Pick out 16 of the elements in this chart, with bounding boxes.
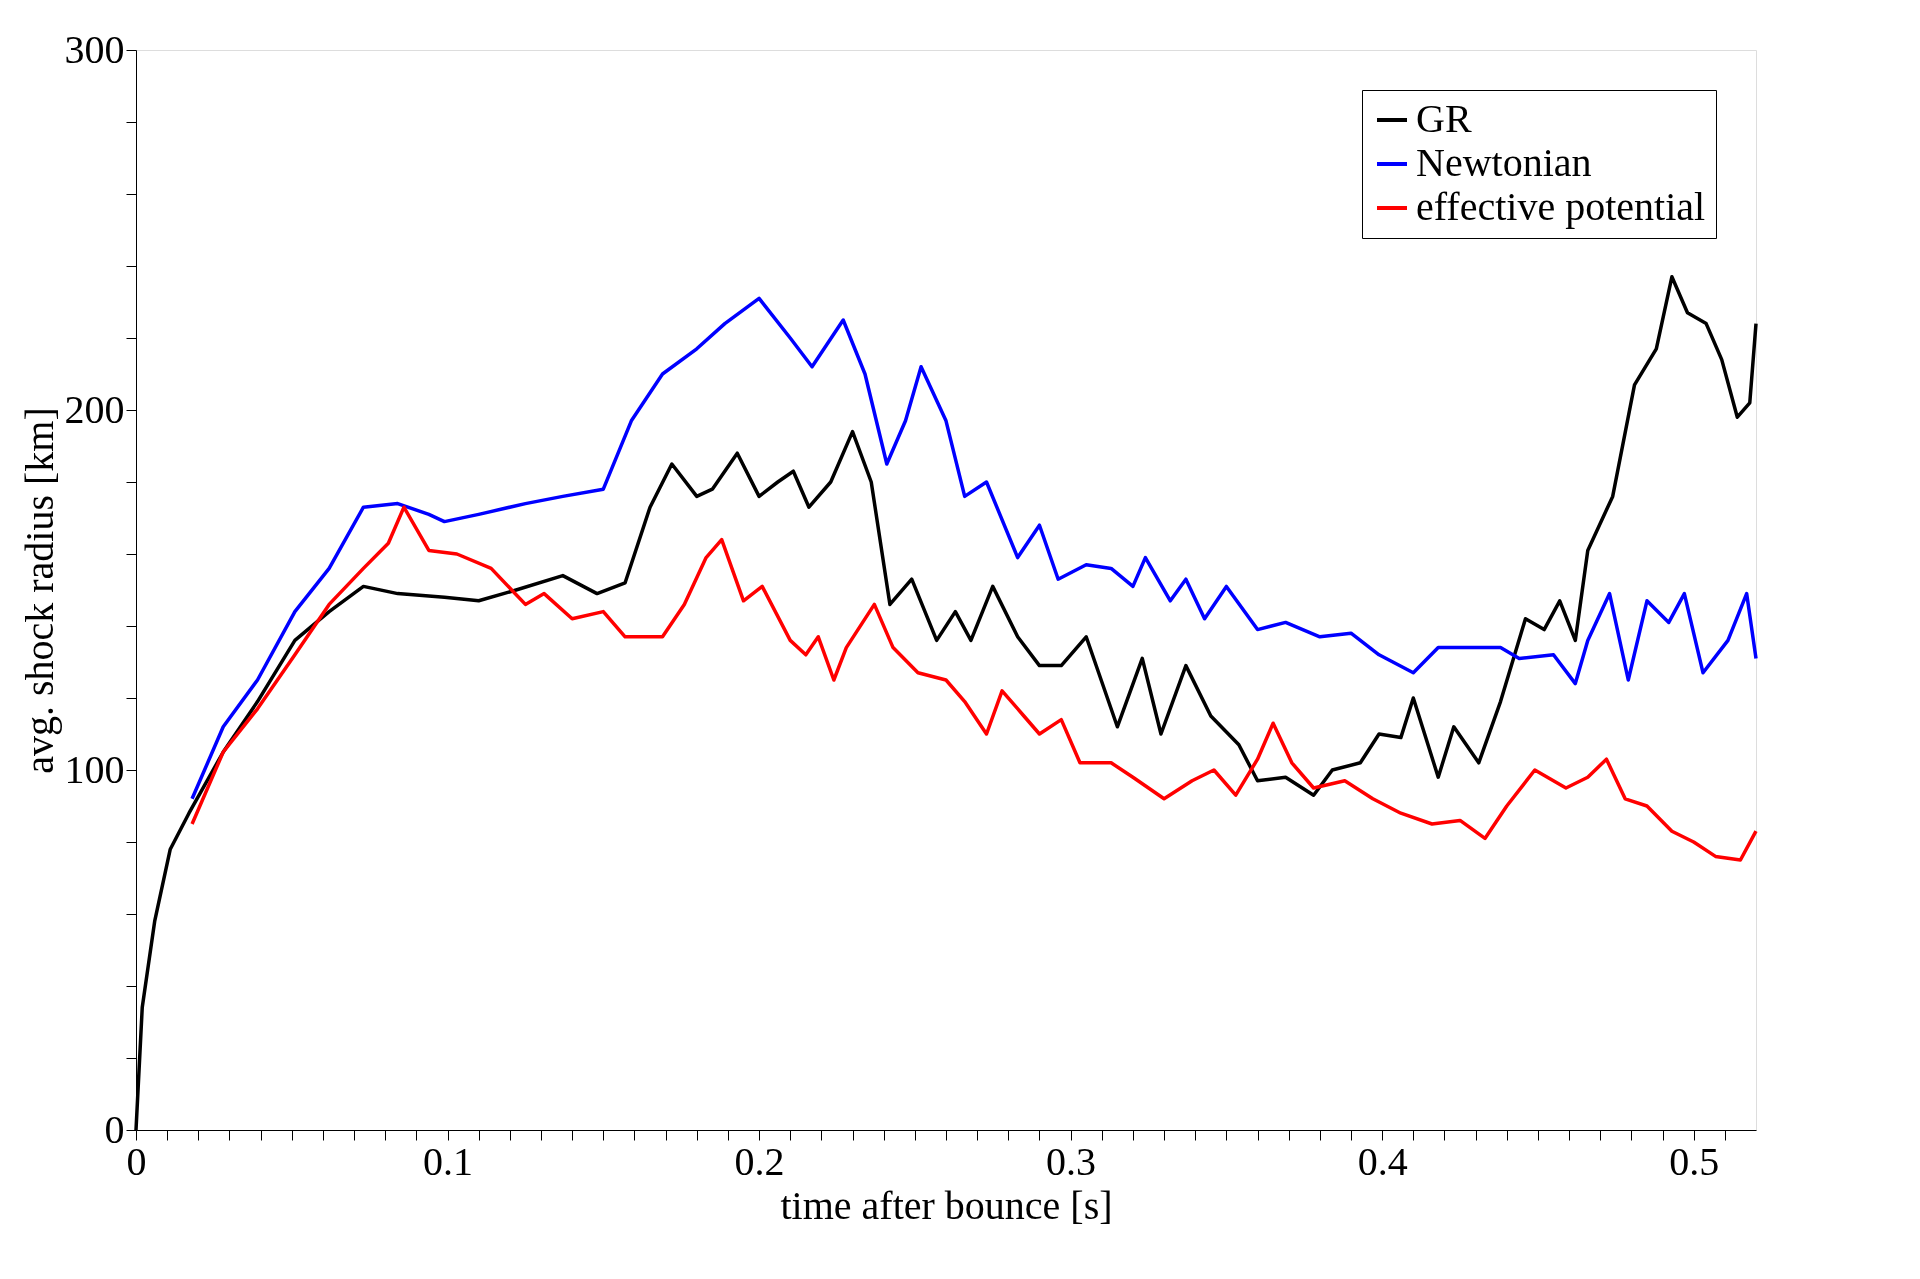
x-tick-label: 0.1 xyxy=(423,1138,474,1184)
y-axis-title: avg. shock radius [km] xyxy=(16,407,62,774)
legend-label: Newtonian xyxy=(1416,140,1592,185)
y-tick-label: 0 xyxy=(104,1106,125,1152)
y-tick-label: 100 xyxy=(64,746,125,792)
y-tick-label: 300 xyxy=(64,26,125,72)
legend-label: effective potential xyxy=(1416,184,1706,229)
legend-label: GR xyxy=(1416,96,1472,141)
line-series xyxy=(190,296,1758,801)
x-tick-label: 0.2 xyxy=(734,1138,785,1184)
x-tick-label: 0.3 xyxy=(1046,1138,1097,1184)
y-tick-label: 200 xyxy=(64,386,125,432)
x-axis-title: time after bounce [s] xyxy=(780,1182,1113,1228)
x-tick-label: 0.5 xyxy=(1669,1138,1720,1184)
line-series xyxy=(190,505,1758,862)
x-tick-label: 0.4 xyxy=(1357,1138,1408,1184)
